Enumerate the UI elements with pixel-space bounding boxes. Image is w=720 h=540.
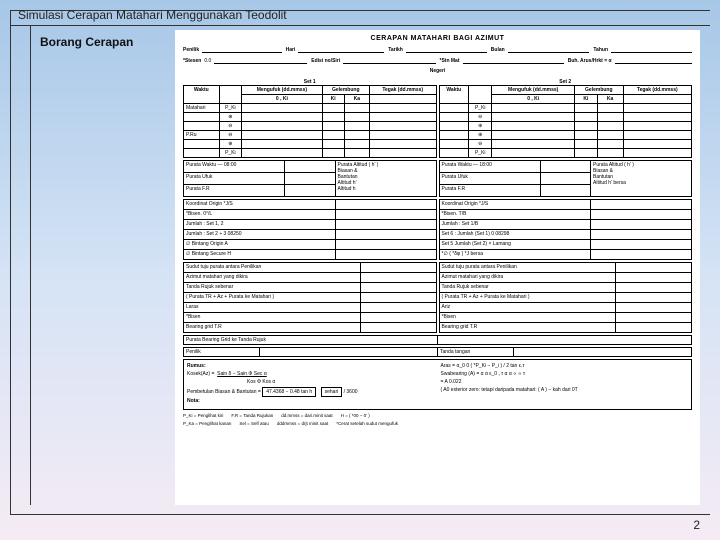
sub-ki: Ki bbox=[322, 95, 344, 104]
col-tegak: Tegak (dd.mmss) bbox=[369, 86, 436, 95]
page-title: Simulasi Cerapan Matahari Menggunakan Te… bbox=[18, 8, 287, 22]
title-underline bbox=[10, 25, 710, 26]
info-row-1: Penilik Hari Tarikh Bulan Tahun bbox=[183, 46, 692, 53]
col-mengufuk: Mengufuk (dd.mmss) bbox=[242, 86, 322, 95]
footnotes: P_Ki = Penglihat kiri F.R = Tanda Rujuka… bbox=[183, 413, 692, 418]
lbl-edisi: Edisi no/Siri bbox=[311, 58, 340, 64]
lbl-tarikh: Tarikh bbox=[388, 47, 403, 53]
row-pru: P.Ru bbox=[184, 131, 220, 140]
val-stesen: 0.0 bbox=[204, 58, 211, 64]
purata-ufuk: Purata Ufuk bbox=[184, 173, 285, 185]
row-mat: Matahari bbox=[184, 104, 220, 113]
formula-box: Rumus: Kosek(Az) = Sain δ − Sain Φ Sec α… bbox=[183, 359, 692, 410]
footer-sign: Penilik Tanda tangan bbox=[183, 347, 692, 357]
form-sheet: CERAPAN MATAHARI BAGI AZIMUT Penilik Har… bbox=[175, 30, 700, 505]
lbl-bulan: Bulan bbox=[491, 47, 505, 53]
page-number: 2 bbox=[693, 518, 700, 532]
inner-vertical-line bbox=[30, 25, 31, 505]
calc-block: Koordinat Origin *J/S *Bisen. 0°/L Jumla… bbox=[183, 199, 692, 260]
form-header: CERAPAN MATAHARI BAGI AZIMUT bbox=[183, 35, 692, 42]
negeri-label: Negeri bbox=[183, 68, 692, 74]
purata-fr: Purata F.R bbox=[184, 185, 285, 197]
col-waktu: Waktu bbox=[184, 86, 220, 104]
sub-ka: Ka bbox=[344, 95, 369, 104]
sub-kanan: 0 , Ki bbox=[242, 95, 322, 104]
lbl-stesen: *Stesen bbox=[183, 58, 201, 64]
bearing-block: Sudut tuju purata antara Penilikan Azimu… bbox=[183, 262, 692, 333]
obs-set2: Set 2 Waktu Mengufuk (dd.mmss) Gelembung… bbox=[439, 79, 693, 158]
lbl-buh: Buh. Arus/Hrkt = α bbox=[568, 58, 612, 64]
side-label: Borang Cerapan bbox=[40, 35, 133, 49]
lbl-stnmat: *Stn Mat bbox=[440, 58, 460, 64]
observation-tables: Set 1 Waktu Mengufuk (dd.mmss) Gelembung… bbox=[183, 79, 692, 158]
info-row-2: *Stesen0.0 Edisi no/Siri *Stn Mat Buh. A… bbox=[183, 57, 692, 64]
col-gelembung: Gelembung bbox=[322, 86, 369, 95]
grid-bearing-row: Purata Bearing Grid ke Tanda Rujuk bbox=[183, 335, 692, 345]
lbl-tahun: Tahun bbox=[593, 47, 608, 53]
rumus-label: Rumus: bbox=[187, 363, 435, 369]
obs-set1: Set 1 Waktu Mengufuk (dd.mmss) Gelembung… bbox=[183, 79, 437, 158]
purata-block: Purata Waktu — 08:00 Purata Altitud ( h′… bbox=[183, 160, 692, 197]
footnotes-2: P_Ka = Penglihat kanan Sel = Self atau d… bbox=[183, 421, 692, 426]
lbl-penilik: Penilik bbox=[183, 47, 199, 53]
purata-waktu: Purata Waktu — 08:00 bbox=[184, 161, 285, 173]
lbl-hari: Hari bbox=[286, 47, 296, 53]
